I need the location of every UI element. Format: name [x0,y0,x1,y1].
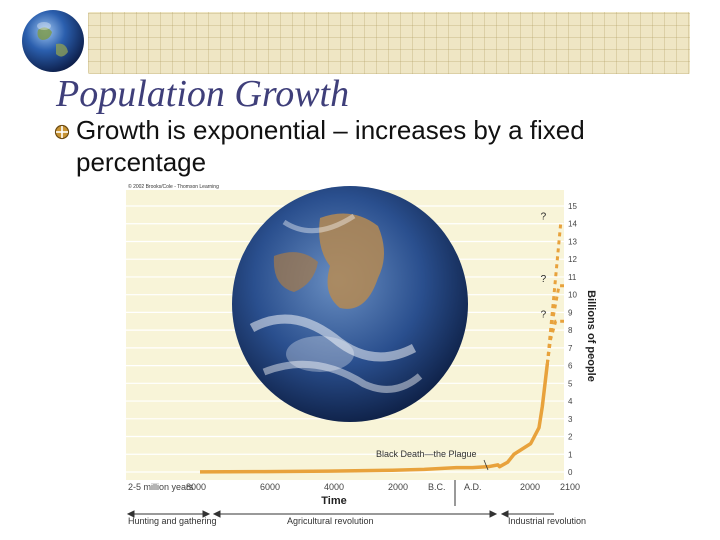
chart-svg: © 2002 Brooks/Cole - Thomson Learning ??… [124,182,604,540]
y-tick-12: 12 [568,255,577,264]
earth-photo [232,186,468,422]
x-tick-5: B.C. [428,482,446,492]
y-tick-9: 9 [568,308,573,317]
x-tick-2: 6000 [260,482,280,492]
y-tick-11: 11 [568,273,577,282]
globe-icon [22,10,84,72]
y-tick-14: 14 [568,220,577,229]
projection-line-3 [545,222,564,364]
y-tick-2: 2 [568,433,573,442]
y-tick-7: 7 [568,344,573,353]
world-map-banner [88,12,690,74]
y-tick-5: 5 [568,379,573,388]
y-tick-3: 3 [568,415,573,424]
projection-line-1 [545,319,564,365]
y-tick-15: 15 [568,202,577,211]
projection-lines: ??? [541,212,564,365]
projection-label-2: ? [541,274,547,285]
projection-label-3: ? [541,212,547,223]
plague-annotation: Black Death—the Plague [376,449,477,459]
projection-line-2 [545,284,564,365]
copyright-notice: © 2002 Brooks/Cole - Thomson Learning [128,183,219,190]
period-brackets [126,510,554,518]
y-tick-6: 6 [568,362,573,371]
x-axis-label: Time [321,495,346,507]
period-agricultural: Agricultural revolution [287,516,374,526]
projection-label-1: ? [541,309,547,320]
y-tick-8: 8 [568,326,573,335]
y-tick-10: 10 [568,291,577,300]
x-tick-3: 4000 [324,482,344,492]
x-tick-4: 2000 [388,482,408,492]
period-industrial: Industrial revolution [508,516,586,526]
y-tick-4: 4 [568,397,573,406]
population-curve [199,363,550,474]
x-tick-6: A.D. [464,482,482,492]
x-tick-0: 2-5 million years [128,482,194,492]
crosshair-bullet-icon [54,124,70,140]
period-hunting: Hunting and gathering [128,516,217,526]
x-tick-7: 2000 [520,482,540,492]
population-chart: © 2002 Brooks/Cole - Thomson Learning ??… [124,182,604,540]
y-tick-0: 0 [568,468,573,477]
plague-pointer [483,459,489,471]
slide-title: Population Growth [56,73,350,115]
bullet-text: Growth is exponential – increases by a f… [76,115,585,177]
x-tick-1: 8000 [186,482,206,492]
y-tick-13: 13 [568,237,577,246]
x-tick-8: 2100 [560,482,580,492]
y-axis-label: Billions of people [585,290,597,382]
y-tick-1: 1 [568,450,573,459]
